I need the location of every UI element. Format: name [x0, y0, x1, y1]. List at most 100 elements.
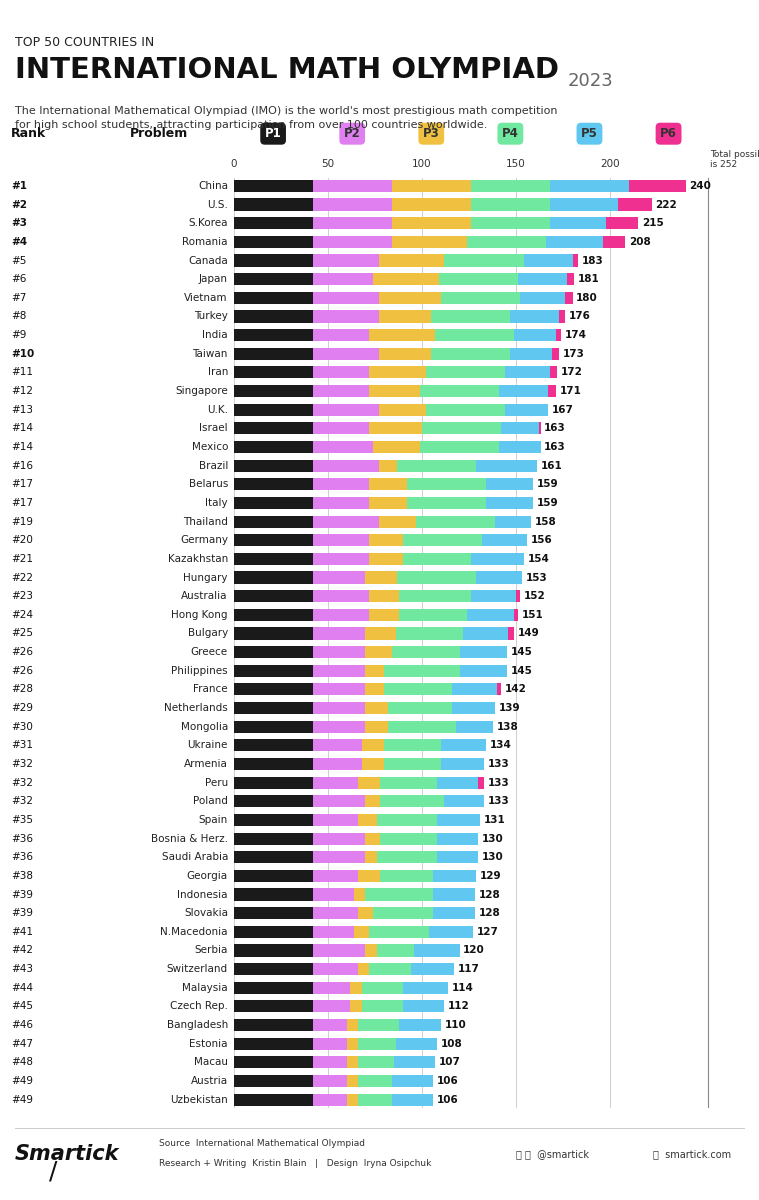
Bar: [313, 553, 369, 565]
Bar: [501, 422, 539, 434]
Text: India: India: [203, 330, 228, 340]
Bar: [313, 1093, 347, 1105]
Text: 154: 154: [528, 554, 550, 564]
Bar: [426, 403, 505, 415]
Bar: [380, 796, 445, 808]
Text: 129: 129: [480, 871, 502, 881]
Bar: [546, 235, 603, 248]
Bar: [392, 235, 467, 248]
Bar: [365, 888, 433, 900]
Text: 156: 156: [531, 535, 553, 545]
Bar: [369, 925, 430, 938]
Bar: [313, 571, 365, 583]
Text: 174: 174: [565, 330, 587, 340]
Text: P2: P2: [344, 127, 361, 140]
Text: Belarus: Belarus: [188, 479, 228, 490]
Bar: [365, 665, 384, 677]
Bar: [234, 1093, 313, 1105]
Bar: [403, 553, 471, 565]
Bar: [234, 1056, 313, 1068]
Bar: [431, 311, 510, 323]
Bar: [376, 814, 437, 826]
Bar: [234, 590, 313, 602]
Bar: [234, 274, 313, 286]
Bar: [234, 366, 313, 378]
Bar: [518, 274, 567, 286]
Bar: [313, 796, 365, 808]
Bar: [313, 833, 365, 845]
Bar: [373, 440, 420, 454]
Bar: [234, 292, 313, 304]
Bar: [618, 198, 652, 211]
Text: 158: 158: [535, 516, 556, 527]
Text: 100: 100: [412, 160, 432, 169]
Bar: [357, 1075, 392, 1087]
Text: #23: #23: [11, 592, 33, 601]
Bar: [376, 944, 414, 956]
Bar: [369, 479, 407, 491]
Text: #5: #5: [11, 256, 27, 265]
Text: Singapore: Singapore: [175, 386, 228, 396]
Text: #2: #2: [11, 199, 27, 210]
Text: P1: P1: [265, 127, 282, 140]
Text: France: France: [194, 684, 228, 695]
Bar: [313, 964, 357, 976]
Text: 130: 130: [482, 852, 504, 863]
Bar: [369, 534, 403, 546]
Bar: [420, 385, 499, 397]
Text: 240: 240: [689, 181, 711, 191]
Bar: [313, 1075, 347, 1087]
Text: Research + Writing  Kristin Blain   |   Design  Iryna Osipchuk: Research + Writing Kristin Blain | Desig…: [159, 1159, 432, 1169]
Bar: [313, 497, 369, 509]
Bar: [395, 1038, 437, 1050]
Bar: [313, 460, 379, 472]
Text: Canada: Canada: [188, 256, 228, 265]
Bar: [313, 348, 379, 360]
Text: #29: #29: [11, 703, 33, 713]
Text: 159: 159: [537, 498, 559, 508]
Bar: [365, 796, 380, 808]
Bar: [313, 254, 379, 266]
Bar: [603, 235, 625, 248]
Text: 200: 200: [600, 160, 620, 169]
Text: Brazil: Brazil: [199, 461, 228, 470]
Bar: [234, 180, 313, 192]
Text: #45: #45: [11, 1001, 33, 1012]
Bar: [234, 422, 313, 434]
Bar: [567, 274, 575, 286]
Bar: [548, 385, 556, 397]
Text: #38: #38: [11, 871, 33, 881]
Bar: [347, 1019, 357, 1031]
Text: Uzbekistan: Uzbekistan: [170, 1094, 228, 1105]
Bar: [373, 274, 439, 286]
Bar: [510, 348, 552, 360]
Text: #35: #35: [11, 815, 33, 824]
Text: Israel: Israel: [200, 424, 228, 433]
Bar: [437, 833, 478, 845]
Bar: [313, 925, 354, 938]
Bar: [313, 944, 365, 956]
Bar: [433, 907, 474, 919]
Bar: [234, 479, 313, 491]
Bar: [357, 1019, 399, 1031]
Text: Malaysia: Malaysia: [182, 983, 228, 992]
Bar: [313, 758, 361, 770]
Bar: [347, 1056, 357, 1068]
Bar: [234, 814, 313, 826]
Bar: [369, 366, 426, 378]
Text: Total possible
is 252: Total possible is 252: [710, 150, 759, 169]
Text: 134: 134: [490, 740, 512, 750]
Bar: [313, 628, 365, 640]
Bar: [416, 516, 496, 528]
Text: P4: P4: [502, 127, 519, 140]
Text: 131: 131: [484, 815, 505, 824]
Text: Problem: Problem: [130, 127, 188, 140]
Bar: [606, 217, 638, 229]
Text: #17: #17: [11, 498, 33, 508]
Text: Ukraine: Ukraine: [187, 740, 228, 750]
Bar: [351, 1001, 361, 1013]
Text: Vietnam: Vietnam: [184, 293, 228, 302]
Text: Hungary: Hungary: [184, 572, 228, 582]
Bar: [357, 964, 369, 976]
Bar: [435, 329, 514, 341]
